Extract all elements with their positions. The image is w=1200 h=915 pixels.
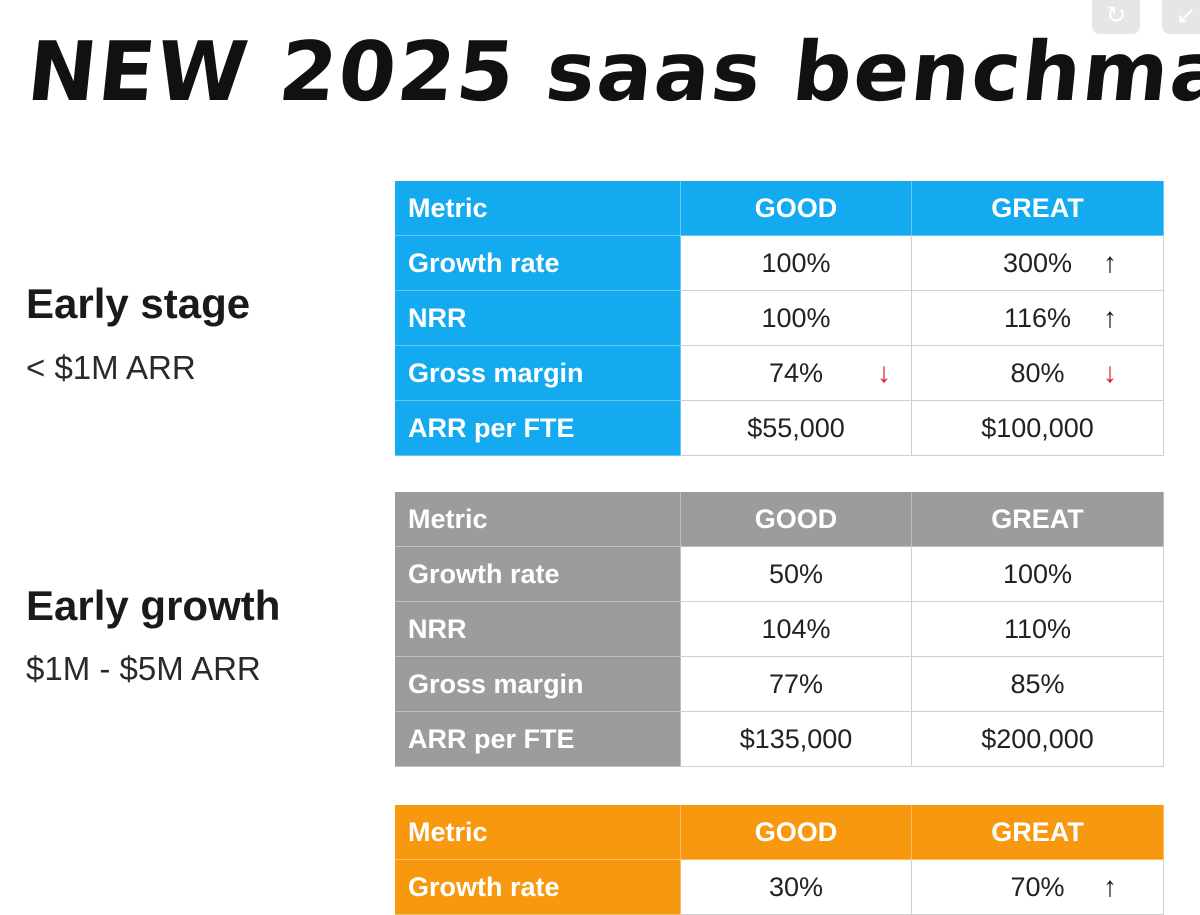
metric-header: Metric — [394, 180, 681, 236]
table-row: Growth rate 100% 300% ↑ — [394, 235, 1164, 291]
great-value: 116% ↑ — [911, 290, 1164, 346]
table-row: NRR 100% 116% ↑ — [394, 290, 1164, 346]
good-value: $55,000 — [680, 400, 912, 456]
refresh-icon[interactable]: ↻ — [1092, 0, 1140, 34]
great-value: 100% — [911, 546, 1164, 602]
good-value: 30% — [680, 859, 912, 915]
great-value: 80% ↓ — [911, 345, 1164, 401]
table-row: Gross margin 77% 85% — [394, 656, 1164, 712]
great-header: GREAT — [911, 804, 1164, 860]
stage-sub-early-stage: < $1M ARR — [26, 349, 196, 386]
metric-cell: NRR — [394, 601, 681, 657]
table-row: NRR 104% 110% — [394, 601, 1164, 657]
down-arrow-icon: ↓ — [1103, 357, 1117, 388]
good-header: GOOD — [680, 804, 912, 860]
up-arrow-icon: ↑ — [1103, 302, 1117, 333]
early-growth-table: Metric GOOD GREAT Growth rate 50% 100% N… — [394, 491, 1164, 767]
table-row: Gross margin 74% ↓ 80% ↓ — [394, 345, 1164, 401]
metric-cell: Growth rate — [394, 235, 681, 291]
good-header: GOOD — [680, 180, 912, 236]
third-stage-table: Metric GOOD GREAT Growth rate 30% 70% ↑ — [394, 804, 1164, 915]
good-value: $135,000 — [680, 711, 912, 767]
good-value: 74% ↓ — [680, 345, 912, 401]
collapse-icon[interactable]: ↙ — [1162, 0, 1200, 34]
table-row: Growth rate 50% 100% — [394, 546, 1164, 602]
metric-cell: Growth rate — [394, 546, 681, 602]
metric-cell: Growth rate — [394, 859, 681, 915]
down-arrow-icon: ↓ — [877, 357, 891, 388]
good-value: 100% — [680, 290, 912, 346]
good-value: 77% — [680, 656, 912, 712]
table-header-row: Metric GOOD GREAT — [394, 804, 1164, 860]
metric-cell: Gross margin — [394, 345, 681, 401]
great-value: 85% — [911, 656, 1164, 712]
metric-cell: ARR per FTE — [394, 400, 681, 456]
table-header-row: Metric GOOD GREAT — [394, 491, 1164, 547]
great-value: $200,000 — [911, 711, 1164, 767]
great-header: GREAT — [911, 180, 1164, 236]
good-header: GOOD — [680, 491, 912, 547]
stage-label-early-growth: Early growth — [26, 582, 281, 629]
page-title: NEW 2025 saas benchmarks — [23, 25, 1200, 120]
great-value: $100,000 — [911, 400, 1164, 456]
metric-header: Metric — [394, 491, 681, 547]
great-value: 70% ↑ — [911, 859, 1164, 915]
good-value: 100% — [680, 235, 912, 291]
early-stage-table: Metric GOOD GREAT Growth rate 100% 300% ↑… — [394, 180, 1164, 456]
table-row: Growth rate 30% 70% ↑ — [394, 859, 1164, 915]
great-header: GREAT — [911, 491, 1164, 547]
stage-sub-early-growth: $1M - $5M ARR — [26, 650, 261, 687]
metric-cell: NRR — [394, 290, 681, 346]
metric-cell: ARR per FTE — [394, 711, 681, 767]
up-arrow-icon: ↑ — [1103, 247, 1117, 278]
table-row: ARR per FTE $135,000 $200,000 — [394, 711, 1164, 767]
metric-header: Metric — [394, 804, 681, 860]
table-header-row: Metric GOOD GREAT — [394, 180, 1164, 236]
stage-label-early-stage: Early stage — [26, 280, 251, 327]
up-arrow-icon: ↑ — [1103, 871, 1117, 902]
table-row: ARR per FTE $55,000 $100,000 — [394, 400, 1164, 456]
good-value: 104% — [680, 601, 912, 657]
metric-cell: Gross margin — [394, 656, 681, 712]
great-value: 110% — [911, 601, 1164, 657]
great-value: 300% ↑ — [911, 235, 1164, 291]
good-value: 50% — [680, 546, 912, 602]
